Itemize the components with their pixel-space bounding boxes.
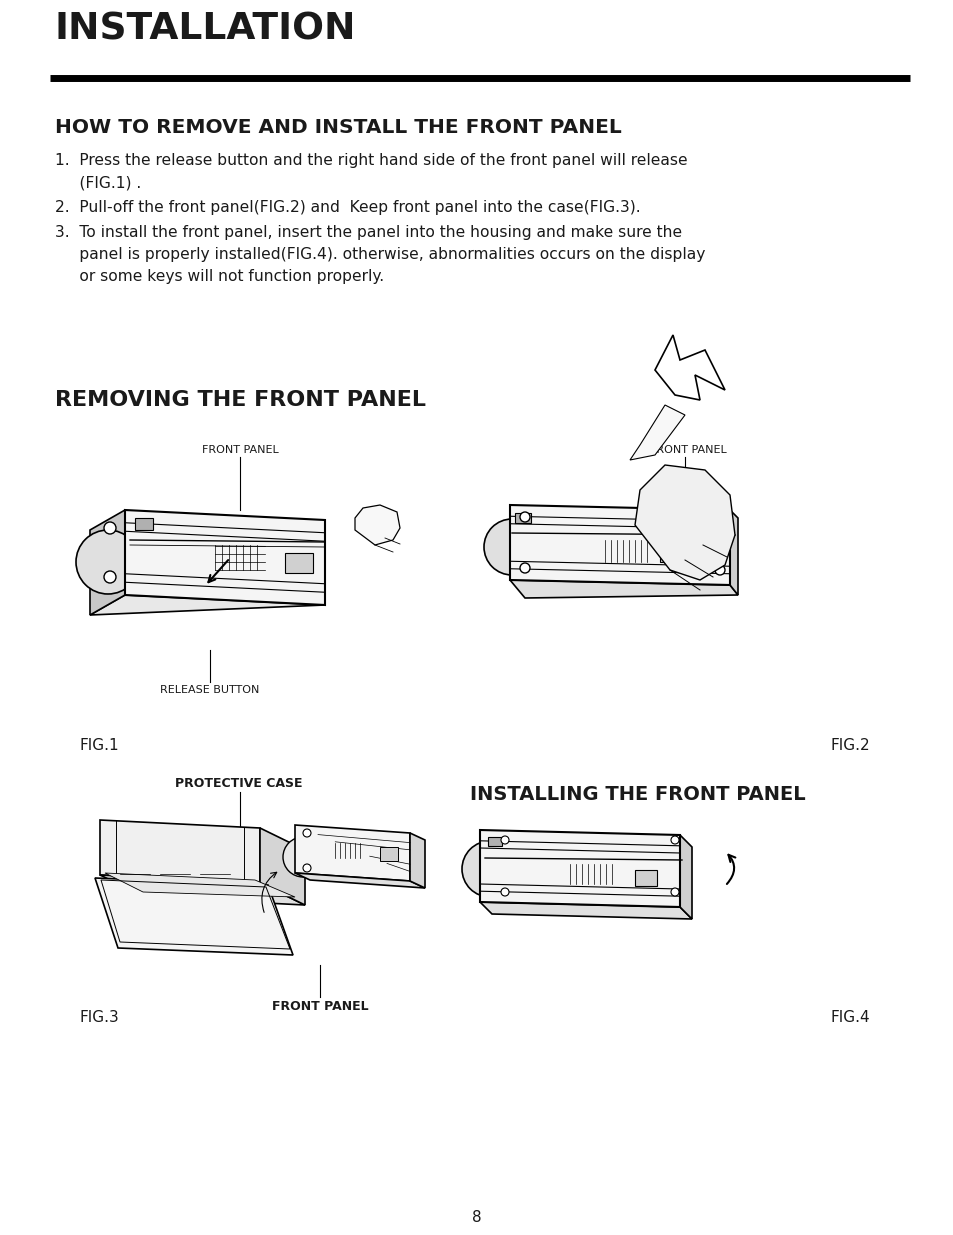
Bar bbox=[135, 517, 152, 530]
Polygon shape bbox=[95, 878, 293, 955]
Polygon shape bbox=[100, 876, 305, 905]
Text: INSTALLING THE FRONT PANEL: INSTALLING THE FRONT PANEL bbox=[470, 785, 804, 804]
Text: FIG.2: FIG.2 bbox=[829, 739, 869, 753]
Circle shape bbox=[104, 571, 116, 583]
Polygon shape bbox=[629, 405, 684, 459]
Text: FIG.3: FIG.3 bbox=[80, 1010, 120, 1025]
Text: 3.  To install the front panel, insert the panel into the housing and make sure : 3. To install the front panel, insert th… bbox=[55, 225, 681, 240]
Polygon shape bbox=[90, 510, 125, 615]
Polygon shape bbox=[510, 505, 729, 585]
Polygon shape bbox=[510, 580, 738, 598]
Text: 1.  Press the release button and the right hand side of the front panel will rel: 1. Press the release button and the righ… bbox=[55, 153, 687, 168]
Circle shape bbox=[76, 530, 140, 594]
Text: panel is properly installed(FIG.4). otherwise, abnormalities occurs on the displ: panel is properly installed(FIG.4). othe… bbox=[55, 247, 704, 262]
Polygon shape bbox=[100, 820, 260, 883]
Bar bbox=[379, 847, 397, 861]
Polygon shape bbox=[294, 873, 424, 888]
Bar bbox=[285, 553, 313, 573]
Polygon shape bbox=[479, 902, 691, 919]
Circle shape bbox=[519, 563, 530, 573]
Text: FRONT PANEL: FRONT PANEL bbox=[649, 445, 726, 454]
Text: 2.  Pull-off the front panel(FIG.2) and  Keep front panel into the case(FIG.3).: 2. Pull-off the front panel(FIG.2) and K… bbox=[55, 200, 640, 215]
Polygon shape bbox=[294, 825, 410, 881]
Circle shape bbox=[714, 564, 724, 576]
Text: REMOVING THE FRONT PANEL: REMOVING THE FRONT PANEL bbox=[55, 390, 426, 410]
Polygon shape bbox=[479, 830, 679, 906]
Text: FRONT PANEL: FRONT PANEL bbox=[272, 1000, 368, 1013]
Circle shape bbox=[670, 888, 679, 897]
Text: or some keys will not function properly.: or some keys will not function properly. bbox=[55, 269, 384, 284]
Polygon shape bbox=[679, 835, 691, 919]
Bar bbox=[488, 837, 501, 846]
Text: (FIG.1) .: (FIG.1) . bbox=[55, 175, 141, 190]
Bar bbox=[635, 869, 657, 885]
Polygon shape bbox=[729, 510, 738, 595]
Polygon shape bbox=[355, 505, 399, 545]
Circle shape bbox=[461, 841, 517, 897]
Text: INSTALLATION: INSTALLATION bbox=[55, 12, 356, 48]
Text: FIG.4: FIG.4 bbox=[829, 1010, 869, 1025]
Text: FIG.1: FIG.1 bbox=[80, 739, 119, 753]
Polygon shape bbox=[655, 335, 724, 400]
Bar bbox=[515, 513, 531, 522]
Circle shape bbox=[483, 519, 539, 576]
Text: PROTECTIVE CASE: PROTECTIVE CASE bbox=[174, 777, 302, 790]
Polygon shape bbox=[635, 466, 734, 580]
Circle shape bbox=[500, 836, 509, 844]
Circle shape bbox=[500, 888, 509, 897]
Circle shape bbox=[714, 513, 724, 522]
Polygon shape bbox=[90, 595, 325, 615]
Circle shape bbox=[670, 836, 679, 844]
Circle shape bbox=[104, 522, 116, 534]
Bar bbox=[659, 543, 684, 562]
Text: RELEASE BUTTON: RELEASE BUTTON bbox=[160, 685, 259, 695]
Circle shape bbox=[283, 837, 323, 877]
Circle shape bbox=[303, 829, 311, 837]
Polygon shape bbox=[410, 832, 424, 888]
Polygon shape bbox=[105, 873, 294, 897]
Text: HOW TO REMOVE AND INSTALL THE FRONT PANEL: HOW TO REMOVE AND INSTALL THE FRONT PANE… bbox=[55, 119, 621, 137]
Text: FRONT PANEL: FRONT PANEL bbox=[201, 445, 278, 454]
Circle shape bbox=[519, 513, 530, 522]
Polygon shape bbox=[260, 827, 305, 905]
Circle shape bbox=[303, 864, 311, 872]
Polygon shape bbox=[125, 510, 325, 605]
Text: 8: 8 bbox=[472, 1210, 481, 1225]
